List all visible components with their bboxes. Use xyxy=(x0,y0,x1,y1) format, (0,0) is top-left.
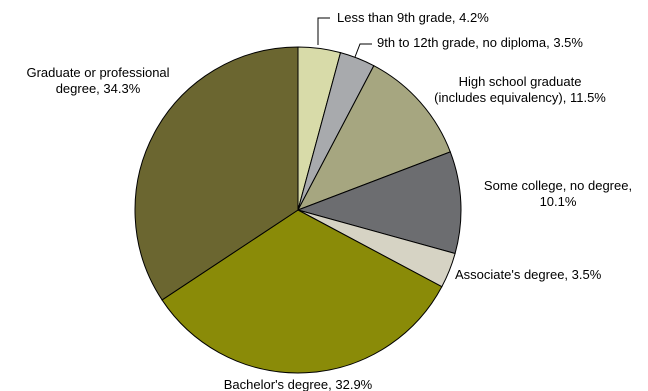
slice-label-line: High school graduate xyxy=(459,74,582,89)
pie-slices xyxy=(134,46,462,374)
leader-line-less-than-9th-grade xyxy=(317,17,330,45)
slice-label-bachelor-s-degree: Bachelor's degree, 32.9% xyxy=(224,377,373,391)
slice-labels: Less than 9th grade, 4.2% 9th to 12th gra… xyxy=(26,10,632,391)
slice-label-line: Associate's degree, 3.5% xyxy=(455,267,602,282)
pie-slice-high-school-graduate-includes-equivalency xyxy=(296,65,451,211)
slice-label-line: 9th to 12th grade, no diploma, 3.5% xyxy=(377,35,583,50)
slice-label-some-college-no-degree: Some college, no degree, 10.1% xyxy=(484,178,632,209)
slice-label-graduate-or-professional-degree: Graduate or professional degree, 34.3% xyxy=(26,65,169,96)
slice-label-line: Bachelor's degree, 32.9% xyxy=(224,377,373,391)
slice-label-line: Graduate or professional xyxy=(26,65,169,80)
pie-slice-some-college-no-degree xyxy=(296,151,462,255)
leader-line-9th-to-12th-grade-no-diploma xyxy=(354,43,372,58)
slice-label-line: (includes equivalency), 11.5% xyxy=(434,90,606,105)
slice-label-line: 10.1% xyxy=(540,194,577,209)
leader-lines xyxy=(317,17,372,58)
slice-label-line: Less than 9th grade, 4.2% xyxy=(337,10,489,25)
slice-label-line: degree, 34.3% xyxy=(56,81,141,96)
slice-label-less-than-9th-grade: Less than 9th grade, 4.2% xyxy=(337,10,489,25)
slice-label-9th-to-12th-grade-no-diploma: 9th to 12th grade, no diploma, 3.5% xyxy=(377,35,583,50)
slice-label-line: Some college, no degree, xyxy=(484,178,632,193)
pie-slice-graduate-or-professional-degree xyxy=(134,46,299,301)
slice-label-high-school-graduate-includes-equivalency: High school graduate (includes equivalenc… xyxy=(434,74,606,105)
pie-slice-bachelor-s-degree xyxy=(161,209,443,374)
slice-label-associate-s-degree: Associate's degree, 3.5% xyxy=(455,267,602,282)
